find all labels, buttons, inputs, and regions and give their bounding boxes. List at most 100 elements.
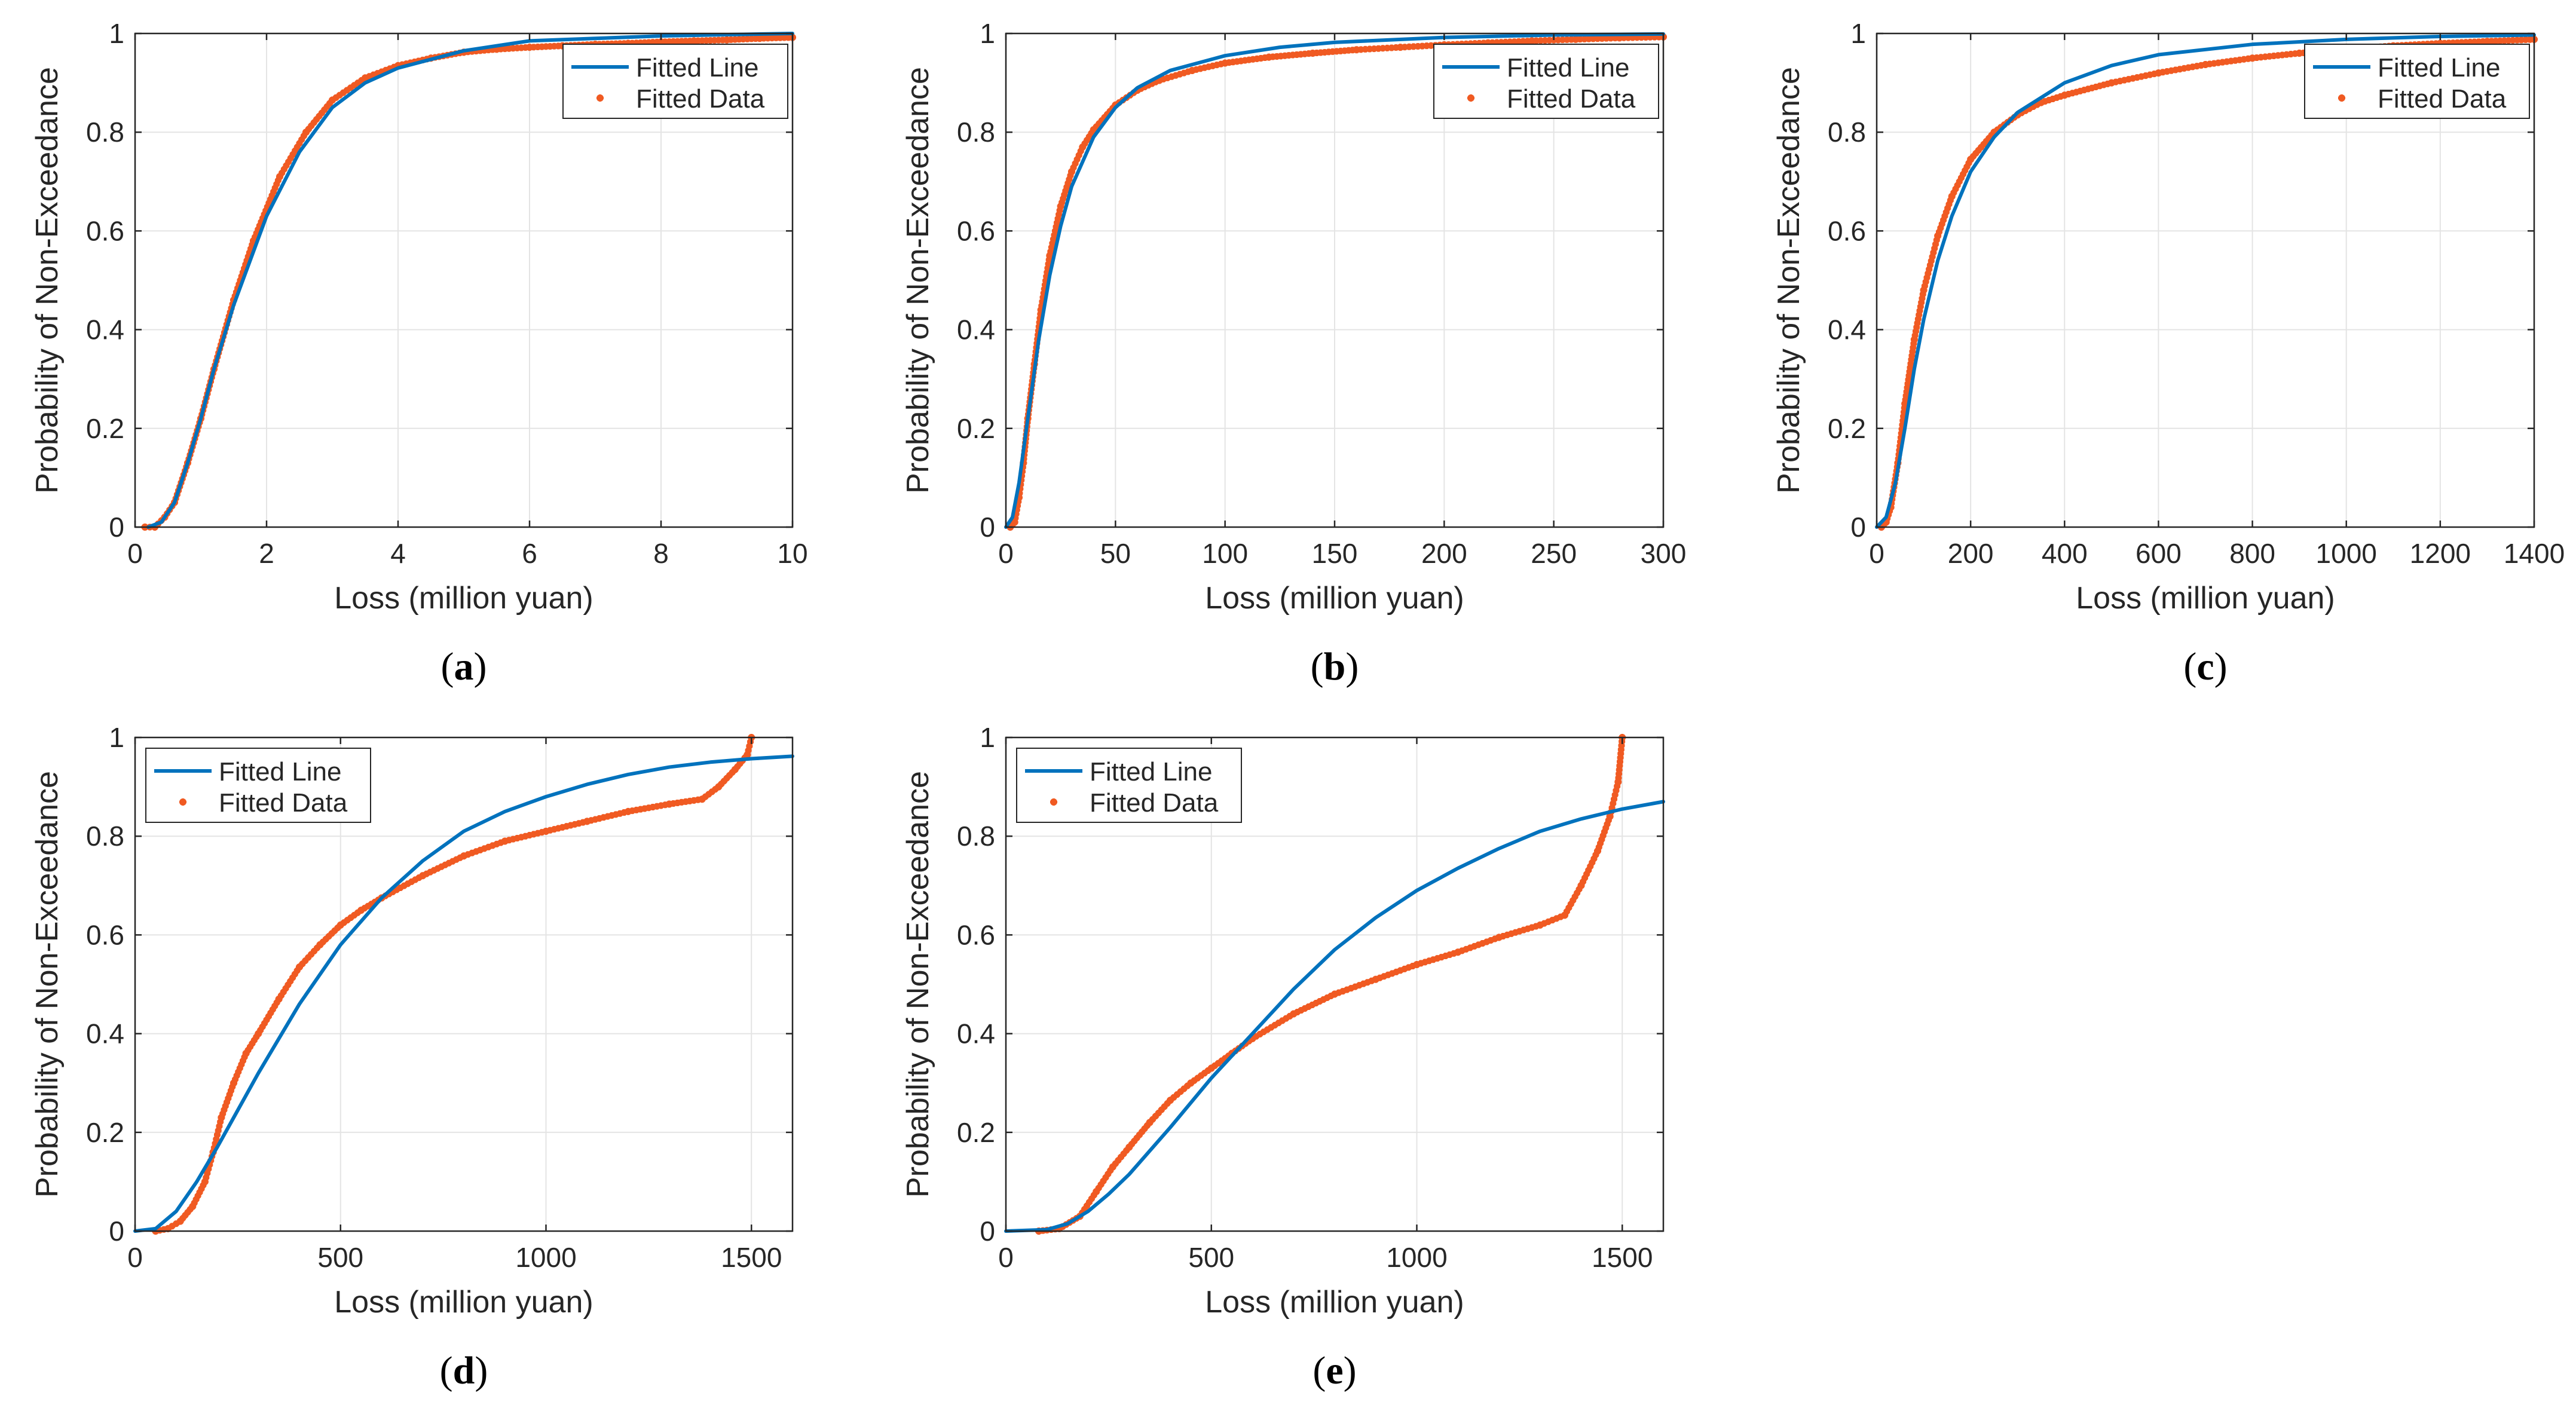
y-tick-label: 0.2	[86, 1117, 124, 1148]
x-tick-label: 10	[777, 538, 807, 569]
fitted-data-point	[419, 872, 426, 879]
legend-marker-swatch	[596, 94, 604, 102]
fitted-data-point	[276, 996, 283, 1003]
y-tick-label: 0.8	[1828, 117, 1866, 148]
x-tick-label: 300	[1641, 538, 1687, 569]
y-tick-label: 0	[109, 512, 124, 543]
fitted-data-point	[1561, 911, 1568, 919]
panel-label-letter: a	[454, 645, 474, 688]
fitted-data-point	[1372, 976, 1379, 983]
x-axis-label: Loss (million yuan)	[334, 1285, 593, 1320]
x-tick-label: 250	[1531, 538, 1577, 569]
fitted-data-point	[1397, 44, 1404, 51]
y-tick-label: 0.8	[86, 821, 124, 852]
legend-label-fitted-line: Fitted Line	[219, 757, 341, 786]
fitted-data-point	[2061, 91, 2068, 99]
y-tick-label: 0.8	[957, 821, 995, 852]
y-tick-label: 0.2	[957, 1117, 995, 1148]
y-tick-label: 0.4	[1828, 314, 1866, 345]
fitted-data-point	[1208, 1064, 1215, 1072]
fitted-data-point	[1614, 778, 1622, 785]
x-tick-label: 4	[390, 538, 406, 569]
x-tick-label: 150	[1312, 538, 1358, 569]
x-tick-label: 2	[259, 538, 274, 569]
y-tick-label: 0.2	[957, 413, 995, 444]
y-axis-label: Probability of Non-Exceedance	[901, 67, 935, 494]
y-tick-label: 0.4	[86, 314, 124, 345]
panel-label-paren: )	[2214, 645, 2228, 688]
y-tick-label: 0	[980, 1216, 995, 1247]
x-tick-label: 1000	[2316, 538, 2377, 569]
panel-label: (c)	[2183, 645, 2227, 688]
fitted-data-point	[1911, 336, 1918, 343]
fitted-data-point	[218, 1114, 225, 1121]
y-tick-label: 0.6	[1828, 215, 1866, 246]
fitted-data-point	[316, 941, 323, 948]
legend: Fitted LineFitted Data	[2305, 44, 2529, 118]
y-tick-label: 1	[109, 722, 124, 753]
y-tick-label: 0.4	[86, 1018, 124, 1049]
fitted-data-point	[1222, 60, 1229, 67]
x-tick-label: 1000	[515, 1242, 576, 1273]
panel-label-paren: (	[1311, 645, 1324, 688]
x-tick-label: 800	[2229, 538, 2275, 569]
fitted-data-point	[2296, 50, 2303, 57]
x-tick-label: 200	[1421, 538, 1467, 569]
panel-label-paren: )	[1345, 645, 1359, 688]
x-axis-label: Loss (million yuan)	[1205, 581, 1464, 616]
x-tick-label: 0	[1869, 538, 1884, 569]
fitted-data-point	[255, 1030, 262, 1037]
y-tick-label: 0	[109, 1216, 124, 1247]
y-tick-label: 0.6	[957, 215, 995, 246]
y-tick-label: 1	[1850, 18, 1866, 49]
panel-label-letter: e	[1326, 1349, 1343, 1392]
x-axis-label: Loss (million yuan)	[2076, 581, 2335, 616]
x-tick-label: 500	[1188, 1242, 1234, 1273]
legend-marker-swatch	[2338, 94, 2345, 102]
fitted-data-point	[230, 1079, 237, 1086]
x-tick-label: 1500	[721, 1242, 782, 1273]
fitted-data-point	[1528, 37, 1535, 44]
fitted-data-point	[460, 852, 467, 859]
panel-label: (b)	[1311, 645, 1359, 688]
legend-label-fitted-data: Fitted Data	[219, 788, 348, 818]
fitted-data-point	[583, 818, 591, 825]
fitted-data-point	[2108, 79, 2115, 87]
y-tick-label: 0.8	[957, 117, 995, 148]
fitted-data-point	[1414, 961, 1421, 968]
panel-label: (a)	[441, 645, 487, 688]
x-tick-label: 500	[317, 1242, 363, 1273]
y-axis-label: Probability of Non-Exceedance	[1772, 67, 1806, 494]
fitted-data-point	[690, 37, 697, 44]
fitted-data-point	[1125, 1144, 1133, 1151]
legend-marker-swatch	[1467, 94, 1474, 102]
fitted-data-point	[2202, 61, 2209, 68]
panel-label-letter: b	[1324, 645, 1346, 688]
fitted-data-point	[543, 828, 550, 835]
y-tick-label: 0.6	[957, 919, 995, 950]
legend-label-fitted-data: Fitted Data	[636, 84, 765, 114]
x-tick-label: 1400	[2504, 538, 2565, 569]
fitted-data-point	[1079, 143, 1086, 151]
y-tick-label: 0.4	[957, 1018, 995, 1049]
fitted-data-point	[1594, 847, 1601, 855]
fitted-data-point	[302, 128, 310, 136]
fitted-data-point	[1290, 1011, 1297, 1018]
panel-label-paren: )	[1344, 1349, 1357, 1392]
fitted-data-point	[1187, 1079, 1194, 1086]
y-tick-label: 0	[1850, 512, 1866, 543]
fitted-data-point	[1331, 991, 1338, 998]
fitted-data-point	[715, 783, 722, 791]
figure: 0 2 4 6 8 10 0 0.2 0.4 0.6 0.8 1 Loss (million yuan)…	[0, 0, 2576, 1405]
legend: Fitted LineFitted Data	[146, 748, 371, 822]
x-tick-label: 0	[127, 538, 143, 569]
x-tick-label: 100	[1202, 538, 1248, 569]
x-tick-label: 0	[127, 1242, 143, 1273]
fitted-data-point	[723, 36, 730, 44]
y-tick-label: 0.6	[86, 215, 124, 246]
fitted-data-point	[1309, 50, 1316, 57]
x-tick-label: 0	[998, 538, 1014, 569]
panel-label-letter: d	[453, 1349, 475, 1392]
fitted-data-point	[1353, 46, 1360, 53]
